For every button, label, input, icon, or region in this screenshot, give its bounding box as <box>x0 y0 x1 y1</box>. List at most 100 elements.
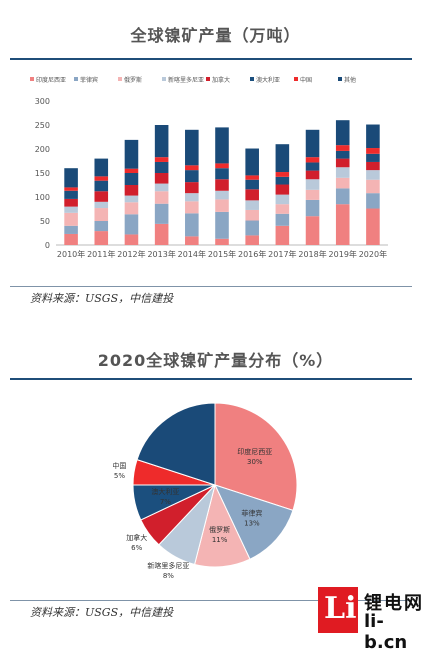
x-tick-label: 2019年 <box>329 249 357 259</box>
y-tick-label: 200 <box>35 145 50 154</box>
bar-segment <box>305 162 320 171</box>
bar-segment <box>335 204 350 245</box>
bar-segment <box>64 190 78 199</box>
bar-segment <box>215 238 229 245</box>
bar-segment <box>124 185 139 196</box>
bar-segment <box>245 200 259 210</box>
site-logo[interactable]: Li 锂电网 li-b.cn <box>318 587 426 653</box>
x-tick-label: 2012年 <box>117 249 145 259</box>
bar-segment <box>366 161 380 171</box>
slice-percent: 13% <box>244 520 260 528</box>
pie-chart: 印度尼西亚 30% 菲律宾 13% 俄罗斯 11% 新喀里多尼亚 8% 加拿大 6% 澳大利亚 7% 中… <box>112 402 298 580</box>
bar-segment <box>124 214 139 235</box>
bar-segment <box>335 150 350 159</box>
bar-segment <box>275 213 290 226</box>
bar-segment <box>215 163 229 169</box>
y-tick-label: 100 <box>35 193 50 202</box>
pie-slice <box>214 484 294 560</box>
slice-label: 新喀里多尼亚 <box>147 561 189 570</box>
pie-slice <box>136 402 216 486</box>
stacked-bar-chart: 印度尼西亚 菲律宾 俄罗斯 新喀里多尼亚 加拿大 澳大利亚 中国 其他 0 50 100 150 200… <box>30 76 388 259</box>
x-tick-label: 2018年 <box>298 249 326 259</box>
bar-segment <box>185 129 199 166</box>
slice-label: 印度尼西亚 <box>237 447 272 456</box>
x-tick-label: 2016年 <box>238 249 266 259</box>
bar-segment <box>215 199 229 212</box>
bar-segment <box>275 225 290 245</box>
bar-segment <box>94 191 109 202</box>
bar-segment <box>64 198 78 207</box>
bar-segment <box>124 139 139 169</box>
bar-segment <box>305 216 320 245</box>
bar-segment <box>335 177 350 189</box>
bar-segment <box>366 153 380 162</box>
bar-segment <box>305 189 320 200</box>
bar-segment <box>124 202 139 215</box>
slice-label: 中国 <box>112 461 126 470</box>
bar-segment <box>335 120 350 146</box>
bar-segment <box>305 170 320 180</box>
bar-segment <box>275 172 290 177</box>
bar-segment <box>366 124 380 149</box>
legend-label: 新喀里多尼亚 <box>168 76 204 84</box>
legend-label: 加拿大 <box>212 76 230 84</box>
bar-segment <box>124 168 139 173</box>
bar-segment <box>64 212 78 226</box>
bar-segment <box>94 208 109 221</box>
pie-chart-bottom-rule <box>10 600 412 601</box>
bar-segment <box>275 144 290 173</box>
legend-label: 澳大利亚 <box>256 76 280 84</box>
legend-swatch <box>30 77 34 81</box>
bar-segment <box>185 170 199 183</box>
bar-segment <box>185 193 199 202</box>
bar-segment <box>185 236 199 245</box>
pie-chart-source: 资料来源：USGS，中信建投 <box>30 606 174 619</box>
logo-mark: Li <box>318 587 358 633</box>
bar-segment <box>185 201 199 214</box>
bar-segment <box>335 145 350 151</box>
slice-label: 澳大利亚 <box>151 487 179 496</box>
x-tick-label: 2013年 <box>147 249 175 259</box>
bar-segment <box>215 127 229 164</box>
bar-segment <box>185 182 199 194</box>
legend-swatch <box>118 77 122 81</box>
y-tick-label: 300 <box>35 97 50 106</box>
bar-segment <box>366 193 380 209</box>
pie-slice <box>214 402 298 511</box>
bar-segment <box>64 206 78 213</box>
bar-segment <box>124 234 139 245</box>
bar-segment <box>305 199 320 217</box>
y-tick-label: 50 <box>40 217 50 226</box>
bar-segment <box>366 208 380 245</box>
bar-segment <box>154 183 169 192</box>
slice-label: 菲律宾 <box>241 509 262 518</box>
bar-segment <box>305 157 320 163</box>
bar-segment <box>335 188 350 205</box>
bar-segment <box>124 195 139 203</box>
bar-segment <box>64 233 78 245</box>
y-tick-label: 150 <box>35 169 50 178</box>
bar-segment <box>154 125 169 158</box>
legend-label: 菲律宾 <box>80 76 98 84</box>
bar-chart-title: 全球镍矿产量（万吨） <box>130 26 301 45</box>
logo-mark-text: Li <box>324 591 357 626</box>
bar-chart-bottom-rule <box>10 286 412 287</box>
bar-chart-title-rule <box>10 58 412 60</box>
bar-segment <box>245 189 259 201</box>
y-tick-label: 0 <box>45 241 50 250</box>
bar-segment <box>185 165 199 171</box>
slice-label: 俄罗斯 <box>209 525 230 534</box>
bar-segment <box>94 221 109 232</box>
bar-segment <box>366 148 380 154</box>
x-tick-label: 2011年 <box>87 249 115 259</box>
bar-segment <box>305 129 320 158</box>
bar-segment <box>94 180 109 192</box>
bar-segment <box>245 175 259 180</box>
bar-segment <box>215 179 229 191</box>
bar-segment <box>275 194 290 205</box>
legend-label: 中国 <box>300 76 312 84</box>
x-tick-label: 2020年 <box>359 249 387 259</box>
legend-swatch <box>250 77 254 81</box>
bar-segment <box>215 190 229 200</box>
bar-segment <box>366 179 380 194</box>
